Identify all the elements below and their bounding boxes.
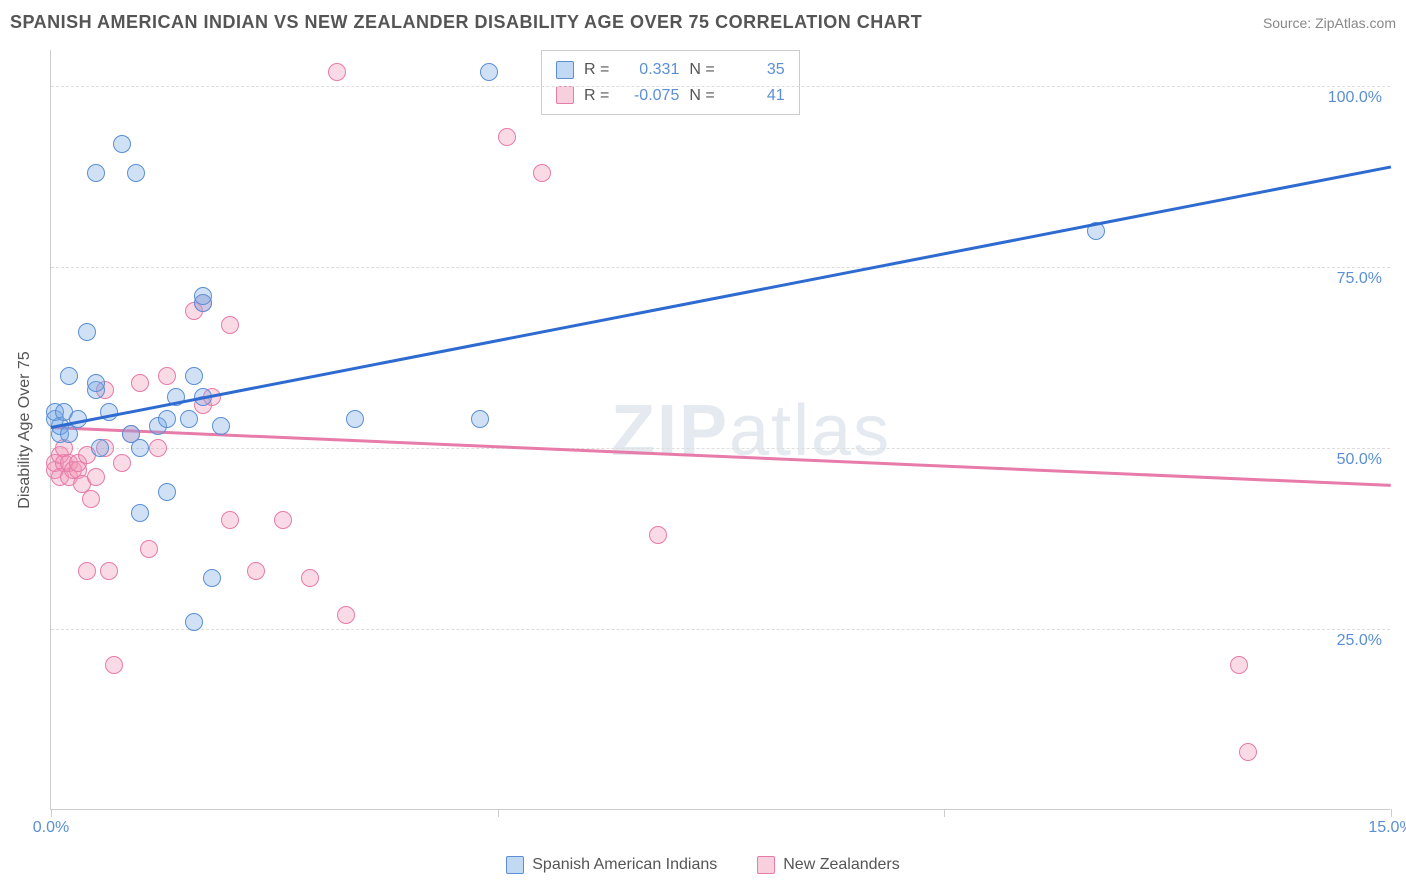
trend-line-pink	[51, 426, 1391, 486]
scatter-point-blue	[185, 613, 203, 631]
scatter-point-blue	[346, 410, 364, 428]
legend-label-blue: Spanish American Indians	[532, 856, 717, 874]
scatter-point-blue	[127, 164, 145, 182]
legend-swatch-blue-icon	[506, 856, 524, 874]
scatter-point-pink	[1230, 656, 1248, 674]
scatter-point-pink	[113, 454, 131, 472]
x-tick	[944, 809, 945, 817]
scatter-point-pink	[131, 374, 149, 392]
scatter-point-blue	[203, 569, 221, 587]
y-axis-label: Disability Age Over 75	[16, 351, 34, 508]
chart-title: SPANISH AMERICAN INDIAN VS NEW ZEALANDER…	[10, 12, 922, 33]
y-tick-label: 75.0%	[1337, 270, 1382, 288]
scatter-point-pink	[158, 367, 176, 385]
x-tick-label: 0.0%	[33, 819, 69, 837]
title-bar: SPANISH AMERICAN INDIAN VS NEW ZEALANDER…	[10, 12, 1396, 33]
stats-box: R = 0.331 N = 35 R = -0.075 N = 41	[541, 50, 800, 115]
legend-label-pink: New Zealanders	[783, 856, 900, 874]
scatter-point-blue	[480, 63, 498, 81]
stat-r-blue: 0.331	[619, 57, 679, 83]
scatter-point-pink	[1239, 743, 1257, 761]
scatter-point-pink	[221, 316, 239, 334]
scatter-point-blue	[87, 374, 105, 392]
scatter-point-pink	[337, 606, 355, 624]
legend-swatch-pink-icon	[757, 856, 775, 874]
watermark-bold: ZIP	[611, 391, 729, 471]
bottom-legend: Spanish American Indians New Zealanders	[0, 856, 1406, 874]
y-tick-label: 50.0%	[1337, 451, 1382, 469]
scatter-point-pink	[100, 562, 118, 580]
source-label: Source: ZipAtlas.com	[1263, 15, 1396, 31]
scatter-point-blue	[131, 439, 149, 457]
scatter-point-blue	[185, 367, 203, 385]
scatter-point-blue	[212, 417, 230, 435]
scatter-point-pink	[87, 468, 105, 486]
scatter-point-pink	[105, 656, 123, 674]
scatter-point-pink	[301, 569, 319, 587]
scatter-point-blue	[194, 287, 212, 305]
y-tick-label: 25.0%	[1337, 632, 1382, 650]
stat-n-blue: 35	[725, 57, 785, 83]
y-tick-label: 100.0%	[1328, 89, 1382, 107]
x-tick	[1391, 809, 1392, 817]
gridline-h	[51, 448, 1390, 449]
scatter-point-pink	[533, 164, 551, 182]
scatter-point-blue	[158, 410, 176, 428]
gridline-h	[51, 629, 1390, 630]
gridline-h	[51, 267, 1390, 268]
swatch-blue-icon	[556, 61, 574, 79]
scatter-point-blue	[91, 439, 109, 457]
scatter-point-pink	[649, 526, 667, 544]
scatter-point-blue	[78, 323, 96, 341]
legend-item-blue: Spanish American Indians	[506, 856, 717, 874]
stats-row-blue: R = 0.331 N = 35	[556, 57, 785, 83]
scatter-point-blue	[131, 504, 149, 522]
trend-line-blue	[51, 166, 1391, 429]
scatter-point-blue	[87, 164, 105, 182]
x-tick	[51, 809, 52, 817]
scatter-point-blue	[180, 410, 198, 428]
plot-area: ZIPatlas R = 0.331 N = 35 R = -0.075 N =…	[50, 50, 1390, 810]
scatter-point-blue	[471, 410, 489, 428]
scatter-point-pink	[140, 540, 158, 558]
scatter-point-pink	[221, 511, 239, 529]
stat-r-label: R =	[584, 57, 609, 83]
scatter-point-blue	[60, 367, 78, 385]
stat-n-label: N =	[689, 57, 714, 83]
scatter-point-pink	[498, 128, 516, 146]
scatter-point-blue	[113, 135, 131, 153]
chart-container: SPANISH AMERICAN INDIAN VS NEW ZEALANDER…	[0, 0, 1406, 892]
scatter-point-pink	[78, 562, 96, 580]
scatter-point-pink	[247, 562, 265, 580]
scatter-point-pink	[149, 439, 167, 457]
scatter-point-pink	[328, 63, 346, 81]
x-tick	[498, 809, 499, 817]
scatter-point-pink	[82, 490, 100, 508]
scatter-point-pink	[274, 511, 292, 529]
legend-item-pink: New Zealanders	[757, 856, 900, 874]
swatch-pink-icon	[556, 86, 574, 104]
gridline-h	[51, 86, 1390, 87]
x-tick-label: 15.0%	[1368, 819, 1406, 837]
scatter-point-blue	[158, 483, 176, 501]
